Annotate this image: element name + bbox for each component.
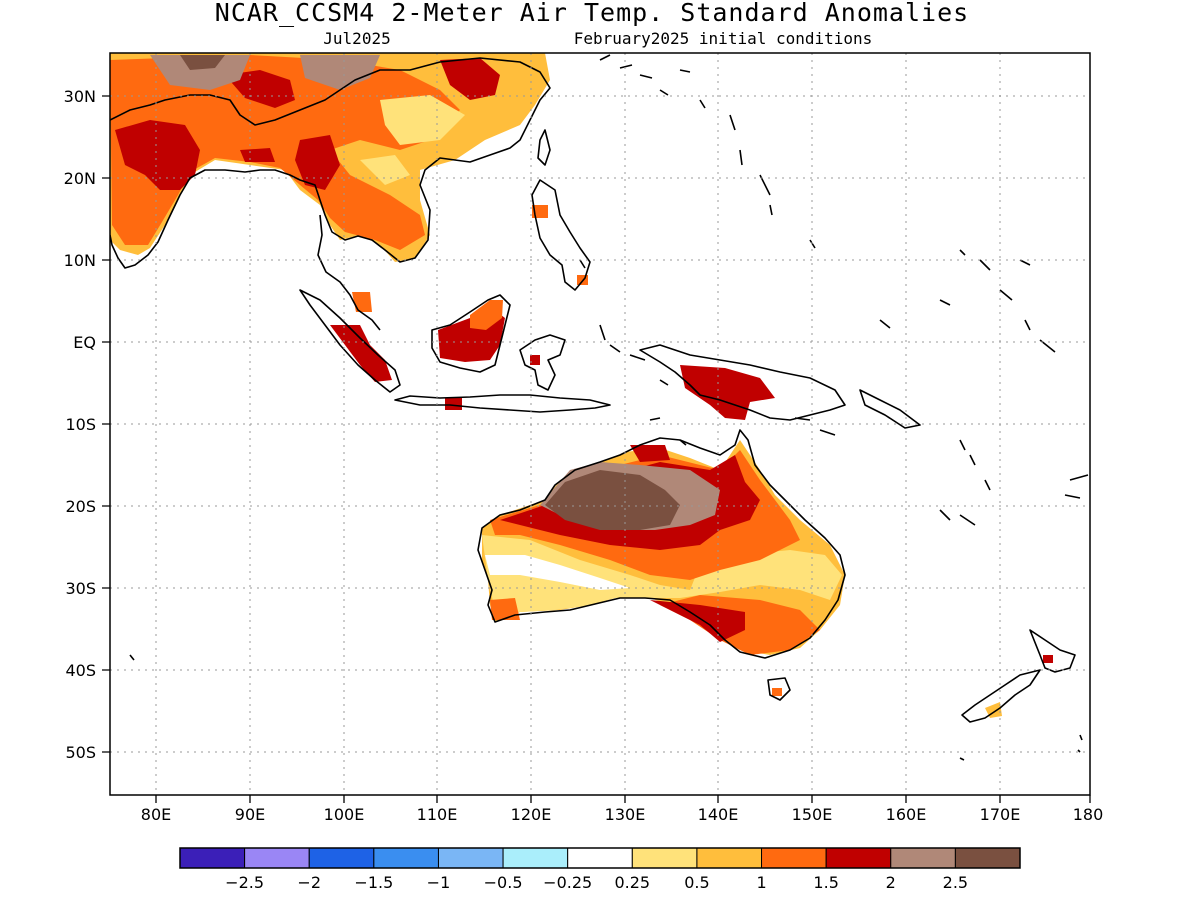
lon-axis: 80E 90E 100E 110E 120E 130E 140E 150E 16… [141,795,1104,824]
colorbar-swatch [761,847,827,869]
colorbar-label: 1 [756,873,766,892]
sulawesi-anomaly [530,355,540,365]
colorbar-swatch [244,847,310,869]
colorbar-label: −2 [297,873,321,892]
lon-label: 80E [141,805,171,824]
lon-label: 150E [792,805,833,824]
colorbar-swatch [567,847,633,869]
lon-label: 170E [980,805,1021,824]
new-guinea-anomaly [680,365,775,420]
asia-strong-anomaly [110,55,460,250]
malaya-anomaly [352,292,372,312]
colorbar-swatch [696,847,763,869]
colorbar-swatch [502,847,569,869]
lon-label: 120E [511,805,552,824]
lat-label: 20N [64,169,96,188]
lon-label: 130E [605,805,646,824]
colorbar-label: 1.5 [813,873,838,892]
lat-label: 20S [65,497,96,516]
colorbar-label: −0.5 [484,873,523,892]
lon-label: 180 [1073,805,1104,824]
new-zealand-anomaly [985,702,1002,718]
lon-label: 100E [324,805,365,824]
borneo-north-anomaly [470,300,503,330]
philippines-anomaly [532,205,588,285]
colorbar-swatches [179,847,1021,869]
colorbar-swatch [308,847,375,869]
colorbar-label: −2.5 [225,873,264,892]
tasmania-anomaly [772,688,782,696]
colorbar-swatch [179,847,246,869]
lat-label: 50S [65,743,96,762]
lon-label: 110E [417,805,458,824]
colorbar-label: 2 [886,873,896,892]
colorbar-labels: −2.5 −2 −1.5 −1 −0.5 −0.25 0.25 0.5 1 1.5 2 2.5 [225,873,968,892]
lat-label: 30N [64,87,96,106]
asia-very-strong-anomaly [115,58,500,190]
small-islands [129,54,1089,761]
colorbar-label: 2.5 [943,873,968,892]
lon-label: 160E [886,805,927,824]
colorbar-swatch [631,847,698,869]
graticule [110,53,1090,795]
colorbar: −2.5 −2 −1.5 −1 −0.5 −0.25 0.25 0.5 1 1.5 2 2.5 [179,847,1021,892]
asia-near-normal [360,95,465,185]
colorbar-swatch [373,847,439,869]
colorbar-label: −1 [427,873,451,892]
asia-highest-anomaly [180,55,225,70]
sumatra-anomaly [330,325,392,382]
anomaly-shading [110,53,1090,795]
lon-label: 90E [235,805,265,824]
colorbar-label: 0.25 [614,873,650,892]
colorbar-label: −0.25 [543,873,592,892]
lat-label: 10S [65,415,96,434]
java-anomaly [445,398,462,410]
new-zealand-north-anomaly [1043,655,1053,663]
colorbar-label: 0.5 [684,873,709,892]
colorbar-swatch [437,847,504,869]
colorbar-swatch [954,847,1021,869]
australia-highest-anomaly [545,470,680,530]
lon-label: 140E [698,805,739,824]
colorbar-swatch [890,847,956,869]
colorbar-label: −1.5 [354,873,393,892]
coastlines [110,57,1076,723]
colorbar-frame [179,847,1021,869]
lat-axis: 30N 20N 10N EQ 10S 20S 30S 40S 50S [64,87,110,762]
lat-label: 30S [65,579,96,598]
init-conditions-label: February2025 initial conditions [574,29,873,48]
lat-label: EQ [73,333,96,352]
colorbar-swatch [825,847,892,869]
valid-month-label: Jul2025 [323,29,390,48]
lat-label: 10N [64,251,96,270]
australia-neutral [485,555,630,590]
lat-label: 40S [65,661,96,680]
map-title: NCAR_CCSM4 2-Meter Air Temp. Standard An… [215,0,969,27]
